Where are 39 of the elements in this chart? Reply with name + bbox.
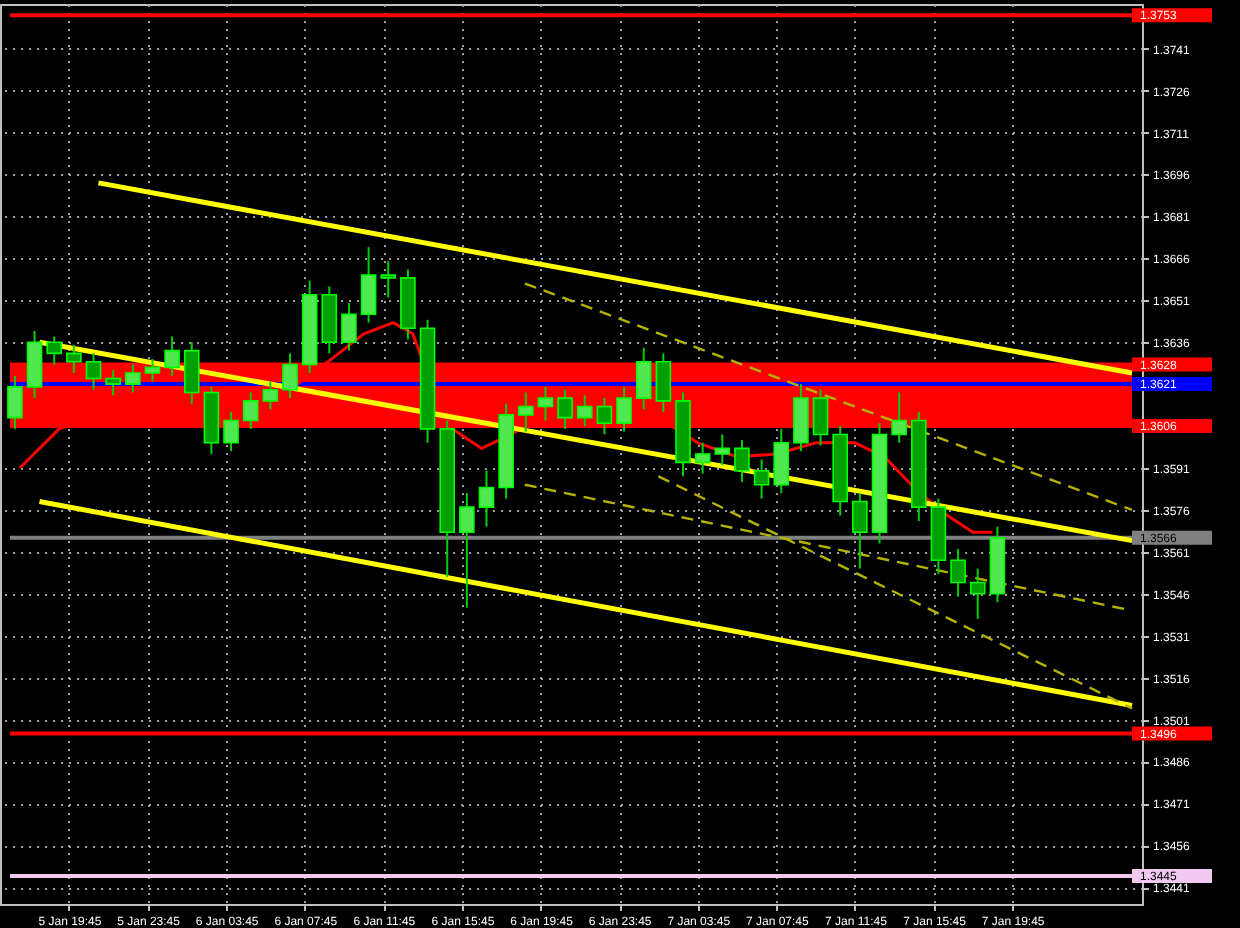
candlestick — [576, 394, 593, 428]
candlestick — [694, 441, 711, 475]
candlestick — [635, 346, 652, 411]
candlestick — [793, 383, 809, 453]
candlestick — [144, 357, 161, 383]
candlestick — [242, 391, 259, 430]
candlestick — [753, 458, 770, 500]
candlestick — [950, 548, 966, 598]
candlestick — [459, 492, 475, 609]
candlestick — [85, 352, 102, 391]
candlestick — [655, 352, 672, 414]
candlestick — [596, 397, 613, 436]
candlestick — [557, 388, 573, 430]
candlestick — [164, 335, 180, 377]
candlestick — [46, 335, 63, 366]
candlestick — [66, 343, 82, 374]
candlestick — [812, 388, 829, 447]
candlestick — [105, 369, 121, 397]
candlestick — [891, 391, 907, 444]
candlestick — [773, 427, 790, 495]
candlestick — [969, 567, 986, 620]
candlestick — [537, 385, 554, 422]
candlestick — [26, 330, 43, 400]
candlestick — [262, 380, 279, 411]
candlestick — [321, 285, 338, 355]
candlestick — [518, 391, 534, 433]
candlestick — [734, 439, 750, 483]
candlestick — [616, 385, 632, 433]
candlestick — [360, 246, 377, 324]
candlestick — [380, 260, 397, 299]
candlestick — [125, 363, 141, 394]
candlestick — [183, 341, 200, 405]
candlestick — [852, 492, 868, 570]
candlestick — [7, 374, 23, 430]
candlestick — [223, 411, 239, 453]
candlestick — [282, 352, 298, 400]
candlestick — [341, 302, 357, 352]
candlestick — [714, 433, 731, 467]
candlestick — [478, 469, 495, 528]
